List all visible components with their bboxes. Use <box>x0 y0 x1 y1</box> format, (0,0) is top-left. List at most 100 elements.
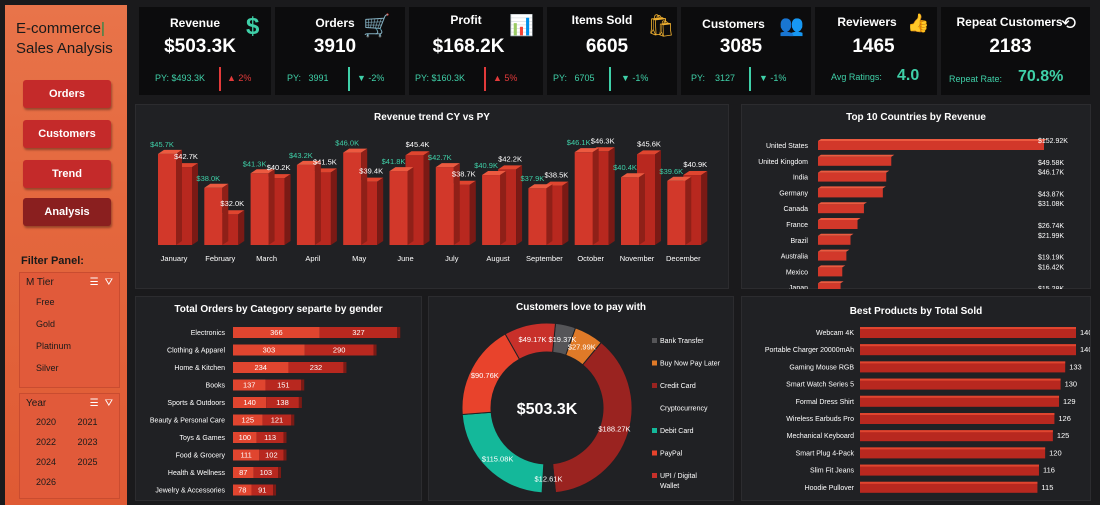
country-bar-top <box>818 202 867 205</box>
cy-bar-top <box>343 148 368 153</box>
chart-title: Top 10 Countries by Revenue <box>846 112 986 123</box>
category-label: Clothing & Apparel <box>167 348 225 355</box>
legend-label: Wallet <box>660 483 679 490</box>
cy-bar <box>435 167 454 245</box>
country-label: Canada <box>783 206 808 213</box>
best-products-panel: Best Products by Total Sold Webcam 4K 140… <box>741 296 1091 501</box>
category-value-label: 303 <box>263 346 276 355</box>
category-label: Electronics <box>191 330 226 337</box>
category-bar-segment <box>256 432 284 443</box>
cy-bar-top <box>296 160 321 165</box>
category-bar-segment <box>233 414 263 426</box>
kpi-profit-card: Profit 📊 $168.2K PY: $160.3K ▲ 5% <box>409 7 543 95</box>
cy-bar-side <box>268 169 275 245</box>
py-data-label: $42.7K <box>174 152 198 161</box>
py-data-label: $38.5K <box>545 171 569 180</box>
slicer-item-2021[interactable]: 2021 <box>77 417 98 427</box>
cy-bar-side <box>685 176 692 245</box>
kpi-value: $168.2K <box>432 36 505 57</box>
py-data-label: $32.0K <box>220 199 244 208</box>
product-bar-top <box>860 395 1060 398</box>
multi-select-icon[interactable]: ☰ <box>89 397 99 409</box>
category-bar-segment <box>233 484 252 496</box>
nav-analysis-button[interactable]: Analysis <box>23 198 111 226</box>
product-bar <box>860 481 1038 493</box>
py-data-label: $38.7K <box>452 170 476 179</box>
slicer-item-2023[interactable]: 2023 <box>77 437 98 447</box>
py-bar-top <box>498 165 523 170</box>
country-value-label: $46.17K <box>1038 170 1064 177</box>
kpi-value: 6605 <box>585 36 629 57</box>
slicer-item-2020[interactable]: 2020 <box>36 417 57 427</box>
month-tick-label: November <box>620 254 655 263</box>
py-bar-top <box>683 171 708 176</box>
category-label: Sports & Outdoors <box>167 400 225 407</box>
legend-swatch <box>652 338 657 343</box>
bag-icon: 🛍 <box>647 13 675 38</box>
nav-trend-button[interactable]: Trend <box>23 160 111 188</box>
cy-data-label: $43.2K <box>289 151 313 160</box>
py-data-label: $40.2K <box>267 163 291 172</box>
country-bar <box>818 235 851 245</box>
dashboard-title: E-commerce| Sales Analysis <box>16 20 113 57</box>
slicer-item-silver[interactable]: Silver <box>36 363 59 373</box>
legend-label: Bank Transfer <box>660 338 704 345</box>
legend-label: UPI / Digital <box>660 473 697 480</box>
product-label: Formal Dress Shirt <box>796 399 854 406</box>
slice-value-label: $115.08K <box>482 454 514 463</box>
top-countries-panel: Top 10 Countries by Revenue United State… <box>741 104 1091 289</box>
kpi-py-label: PY: <box>553 73 568 83</box>
cy-bar-top <box>435 163 460 168</box>
product-label: Hoodie Pullover <box>805 485 855 492</box>
nav-orders-button[interactable]: Orders <box>23 80 111 108</box>
payment-methods-chart: $19.37K$27.99K $188.27K $12.61K $115.08K $90… <box>461 322 721 494</box>
category-value-label: 138 <box>276 398 289 407</box>
slicer-item-platinum[interactable]: Platinum <box>36 341 72 351</box>
avg-ratings-value: 4.0 <box>897 67 920 84</box>
filter-panel-label: Filter Panel: <box>21 255 84 267</box>
slice-value-label: $49.17K <box>519 335 547 344</box>
month-tick-label: June <box>397 254 413 263</box>
cy-bar <box>158 153 176 245</box>
kpi-change: ▼ -1% <box>759 73 787 83</box>
product-bar-top <box>860 413 1055 415</box>
py-bar-top <box>405 151 430 156</box>
slicer-item-2026[interactable]: 2026 <box>36 477 57 487</box>
repeat-icon: ⟲ <box>1061 13 1077 33</box>
cy-bar-side <box>453 163 460 245</box>
month-tick-label: January <box>161 254 188 263</box>
multi-select-icon[interactable]: ☰ <box>89 276 99 288</box>
slicer-item-2025[interactable]: 2025 <box>77 457 98 467</box>
slicer-item-2022[interactable]: 2022 <box>36 437 57 447</box>
chart-title: Total Orders by Category separte by gend… <box>174 304 383 315</box>
py-data-label: $46.3K <box>591 136 615 145</box>
product-bar <box>860 327 1076 338</box>
kpi-repeat-customers-card: Repeat Customers ⟲ 2183 Repeat Rate: 70.… <box>941 7 1090 95</box>
cy-bar-side <box>361 148 368 245</box>
product-label: Mechanical Keyboard <box>787 433 854 440</box>
slicer-item-2024[interactable]: 2024 <box>36 457 57 467</box>
product-value-label: 140 <box>1080 345 1090 354</box>
clear-filter-icon[interactable]: ⛛ <box>104 276 113 288</box>
product-value-label: 130 <box>1065 380 1078 389</box>
donut-center-label: $503.3K <box>517 401 578 418</box>
py-bar-side <box>238 210 245 245</box>
clear-filter-icon[interactable]: ⛛ <box>104 397 113 409</box>
product-bar <box>860 361 1066 373</box>
slicer-item-free[interactable]: Free <box>36 297 55 307</box>
legend-label: Debit Card <box>660 428 694 435</box>
product-bar-top <box>860 430 1053 433</box>
slicer-item-gold[interactable]: Gold <box>36 319 56 329</box>
kpi-title: Orders <box>315 16 355 30</box>
month-tick-label: March <box>256 254 277 263</box>
tier-slicer-label: M Tier <box>26 276 54 288</box>
nav-customers-button[interactable]: Customers <box>23 120 111 148</box>
legend-swatch <box>652 405 657 411</box>
kpi-py-value: $493.3K <box>171 73 206 83</box>
cy-bar-top <box>528 184 553 189</box>
category-label: Books <box>206 383 226 390</box>
py-data-label: $39.4K <box>359 167 383 176</box>
category-value-label: 100 <box>239 433 252 442</box>
cy-data-label: $41.3K <box>243 159 267 168</box>
product-label: Gaming Mouse RGB <box>789 364 854 371</box>
